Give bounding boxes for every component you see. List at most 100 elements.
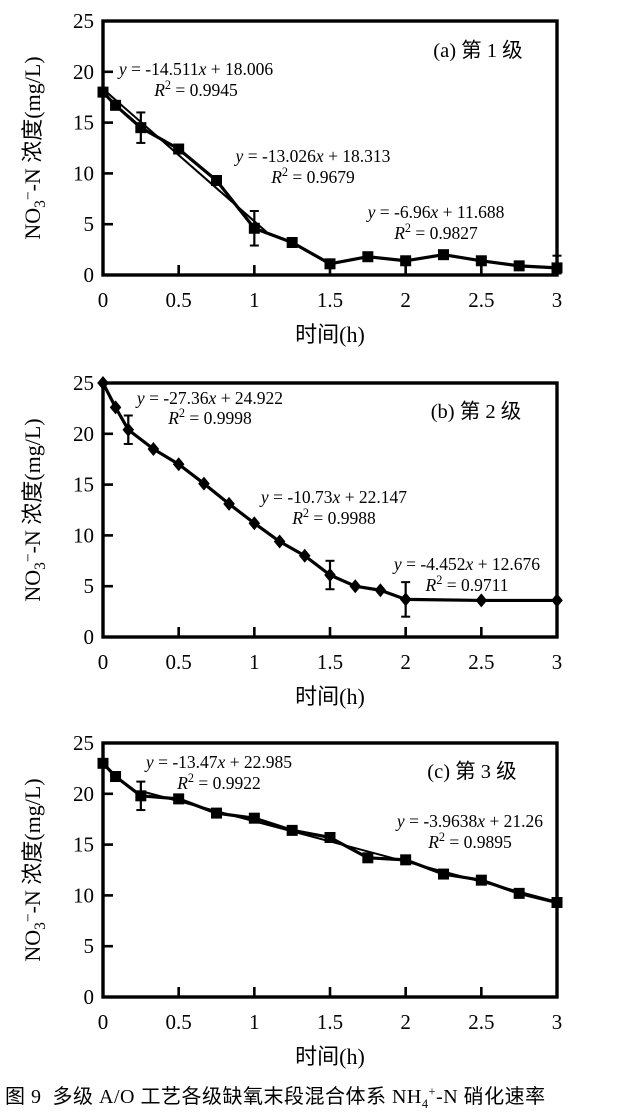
y-tick-label: 5 bbox=[84, 934, 95, 958]
plot-border bbox=[101, 741, 559, 999]
x-tick-label: 2.5 bbox=[468, 288, 494, 312]
y-tick-label: 10 bbox=[73, 883, 94, 907]
chart-canvas-b: 0 0.5 1 1.5 2 2.5 3 0 5 10 15 20 25 y = -27.36x + 24.… bbox=[20, 371, 563, 709]
data-point-marker bbox=[399, 592, 412, 607]
data-point-marker bbox=[513, 887, 525, 899]
data-point-marker bbox=[173, 143, 185, 155]
chart-panel-c: 0 0.5 1 1.5 2 2.5 3 0 5 10 15 20 25 y = -13.47x + 22.… bbox=[0, 722, 639, 1078]
y-tick-label: 20 bbox=[73, 60, 94, 84]
equation-label: y = -6.96x + 11.688 bbox=[366, 202, 505, 222]
data-point-marker bbox=[109, 400, 122, 415]
data-point-marker bbox=[286, 824, 298, 836]
y-tick-label: 0 bbox=[84, 625, 95, 649]
y-tick-label: 25 bbox=[73, 9, 94, 33]
y-tick-label: 15 bbox=[73, 111, 94, 135]
data-point-marker bbox=[248, 222, 260, 234]
data-point-marker bbox=[475, 593, 488, 608]
y-axis-label: NO3−-N 浓度(mg/L) bbox=[20, 56, 49, 239]
equation-label: y = -10.73x + 22.147 bbox=[259, 487, 407, 507]
x-tick-label: 0.5 bbox=[166, 1010, 192, 1034]
series-line bbox=[101, 382, 557, 603]
r-squared-label: R2 = 0.9711 bbox=[425, 573, 509, 595]
data-point-marker bbox=[223, 496, 235, 511]
data-point-marker bbox=[147, 442, 160, 457]
x-tick-label: 1.5 bbox=[317, 650, 343, 674]
y-tick-label: 20 bbox=[73, 422, 94, 446]
data-point-marker bbox=[97, 86, 109, 98]
r-squared-label: R2 = 0.9679 bbox=[270, 165, 355, 187]
y-axis-label: NO3−-N 浓度(mg/L) bbox=[20, 418, 49, 601]
y-tick-label: 20 bbox=[73, 782, 94, 806]
panel-label: (c) 第 3 级 bbox=[427, 760, 516, 783]
equation-label: y = -13.47x + 22.985 bbox=[144, 752, 292, 772]
x-axis-label: 时间(h) bbox=[295, 1044, 365, 1069]
y-tick-label: 0 bbox=[84, 263, 95, 287]
data-point-marker bbox=[248, 812, 260, 824]
data-point-marker bbox=[475, 255, 487, 267]
data-point-marker bbox=[438, 249, 449, 261]
figure-caption: 图 9 多级 A/O 工艺各级缺氧末段混合体系 NH4+-N 硝化速率 bbox=[5, 1084, 546, 1111]
data-point-marker bbox=[298, 548, 311, 563]
x-tick-label: 1.5 bbox=[317, 1010, 343, 1034]
y-tick-label: 5 bbox=[84, 574, 95, 598]
data-point-marker bbox=[172, 457, 185, 472]
x-tick-label: 3 bbox=[552, 288, 563, 312]
data-point-marker bbox=[110, 771, 122, 783]
x-tick-label: 2 bbox=[400, 1010, 411, 1034]
data-point-marker bbox=[135, 790, 147, 802]
x-tick-label: 0.5 bbox=[166, 288, 192, 312]
data-point-marker bbox=[400, 255, 412, 267]
r-squared-label: R2 = 0.9827 bbox=[393, 221, 478, 243]
y-tick-label: 15 bbox=[73, 833, 94, 857]
x-tick-label: 2.5 bbox=[468, 650, 494, 674]
equation-label: y = -27.36x + 24.922 bbox=[135, 388, 283, 408]
data-point-marker bbox=[211, 807, 222, 819]
data-point-marker bbox=[97, 376, 109, 390]
data-point-marker bbox=[362, 251, 374, 263]
r-squared-label: R2 = 0.9922 bbox=[176, 771, 261, 793]
series-line bbox=[101, 91, 558, 270]
y-tick-label: 0 bbox=[84, 985, 95, 1009]
r-squared-label: R2 = 0.9895 bbox=[427, 830, 512, 852]
data-point-marker bbox=[349, 579, 362, 594]
x-tick-label: 1 bbox=[249, 650, 260, 674]
y-tick-label: 10 bbox=[73, 161, 94, 185]
data-point-marker bbox=[438, 868, 449, 880]
x-tick-label: 2 bbox=[400, 288, 411, 312]
data-point-marker bbox=[324, 258, 336, 270]
series-line bbox=[101, 762, 558, 905]
y-tick-label: 5 bbox=[84, 212, 95, 236]
data-point-marker bbox=[551, 897, 563, 909]
data-point-marker bbox=[400, 854, 412, 866]
x-tick-label: 0 bbox=[98, 650, 109, 674]
chart-panel-a: 0 0.5 1 1.5 2 2.5 3 0 5 10 15 20 25 y = -14.511x + 18… bbox=[0, 0, 639, 360]
x-tick-label: 0.5 bbox=[166, 650, 192, 674]
chart-canvas-c: 0 0.5 1 1.5 2 2.5 3 0 5 10 15 20 25 y = -13.47x + 22.… bbox=[20, 731, 563, 1069]
data-point-marker bbox=[173, 793, 185, 805]
plot-border bbox=[101, 381, 559, 639]
y-tick-label: 15 bbox=[73, 473, 94, 497]
x-axis-label: 时间(h) bbox=[295, 684, 365, 709]
x-tick-label: 2 bbox=[400, 650, 411, 674]
data-point-marker bbox=[475, 874, 487, 886]
r-squared-label: R2 = 0.9945 bbox=[153, 78, 238, 100]
x-tick-label: 1 bbox=[249, 1010, 260, 1034]
equation-label: y = -14.511x + 18.006 bbox=[117, 59, 273, 79]
data-point-marker bbox=[273, 534, 286, 549]
x-tick-label: 1 bbox=[249, 288, 260, 312]
plot-border bbox=[101, 19, 559, 277]
y-axis-label: NO3−-N 浓度(mg/L) bbox=[20, 778, 49, 961]
data-point-marker bbox=[374, 583, 387, 598]
chart-canvas-a: 0 0.5 1 1.5 2 2.5 3 0 5 10 15 20 25 y = -14.511x + 18… bbox=[20, 9, 563, 347]
equation-label: y = -13.026x + 18.313 bbox=[234, 146, 391, 166]
data-point-marker bbox=[362, 852, 374, 864]
data-point-marker bbox=[135, 122, 147, 134]
x-tick-label: 0 bbox=[98, 1010, 109, 1034]
data-point-marker bbox=[122, 422, 135, 437]
x-tick-label: 1.5 bbox=[317, 288, 343, 312]
equation-label: y = -3.9638x + 21.26 bbox=[395, 811, 543, 831]
data-point-marker bbox=[110, 99, 122, 111]
panel-label: (a) 第 1 级 bbox=[433, 39, 522, 62]
data-point-marker bbox=[324, 831, 336, 843]
